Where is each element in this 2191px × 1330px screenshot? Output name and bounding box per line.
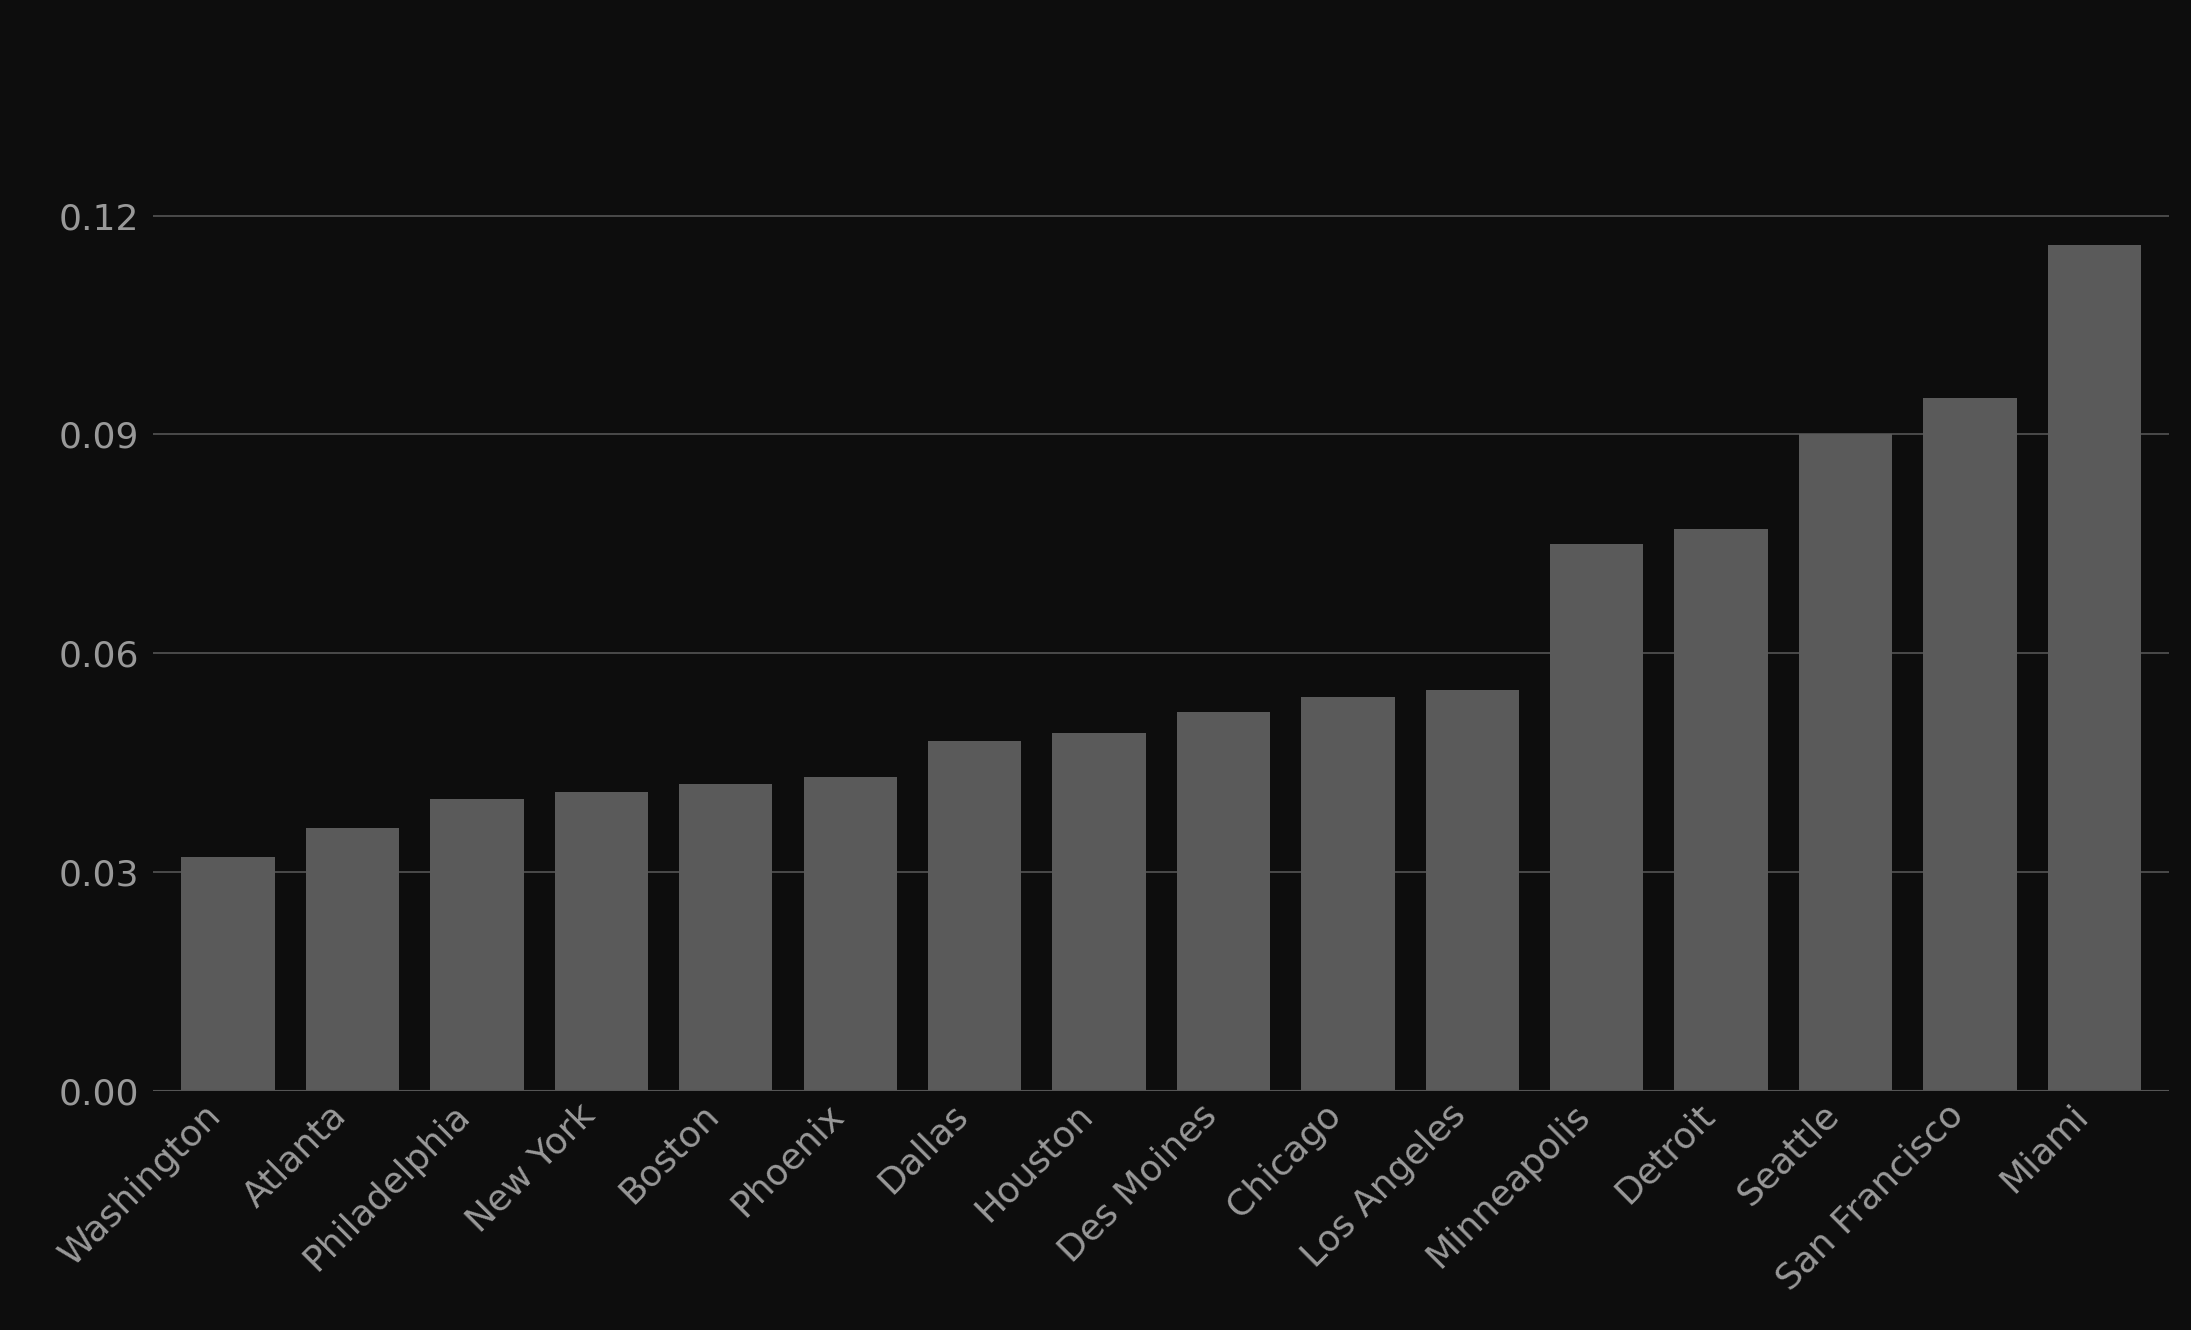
Bar: [2049, 245, 2141, 1091]
Bar: [679, 785, 773, 1091]
Bar: [1549, 544, 1643, 1091]
Bar: [1177, 712, 1271, 1091]
Bar: [804, 777, 896, 1091]
Bar: [1799, 435, 1893, 1091]
Bar: [1674, 529, 1768, 1091]
Bar: [1052, 733, 1146, 1091]
Bar: [182, 858, 274, 1091]
Bar: [929, 741, 1021, 1091]
Bar: [1426, 690, 1518, 1091]
Bar: [1301, 697, 1393, 1091]
Bar: [554, 791, 649, 1091]
Bar: [1924, 398, 2016, 1091]
Bar: [429, 799, 524, 1091]
Bar: [307, 829, 399, 1091]
